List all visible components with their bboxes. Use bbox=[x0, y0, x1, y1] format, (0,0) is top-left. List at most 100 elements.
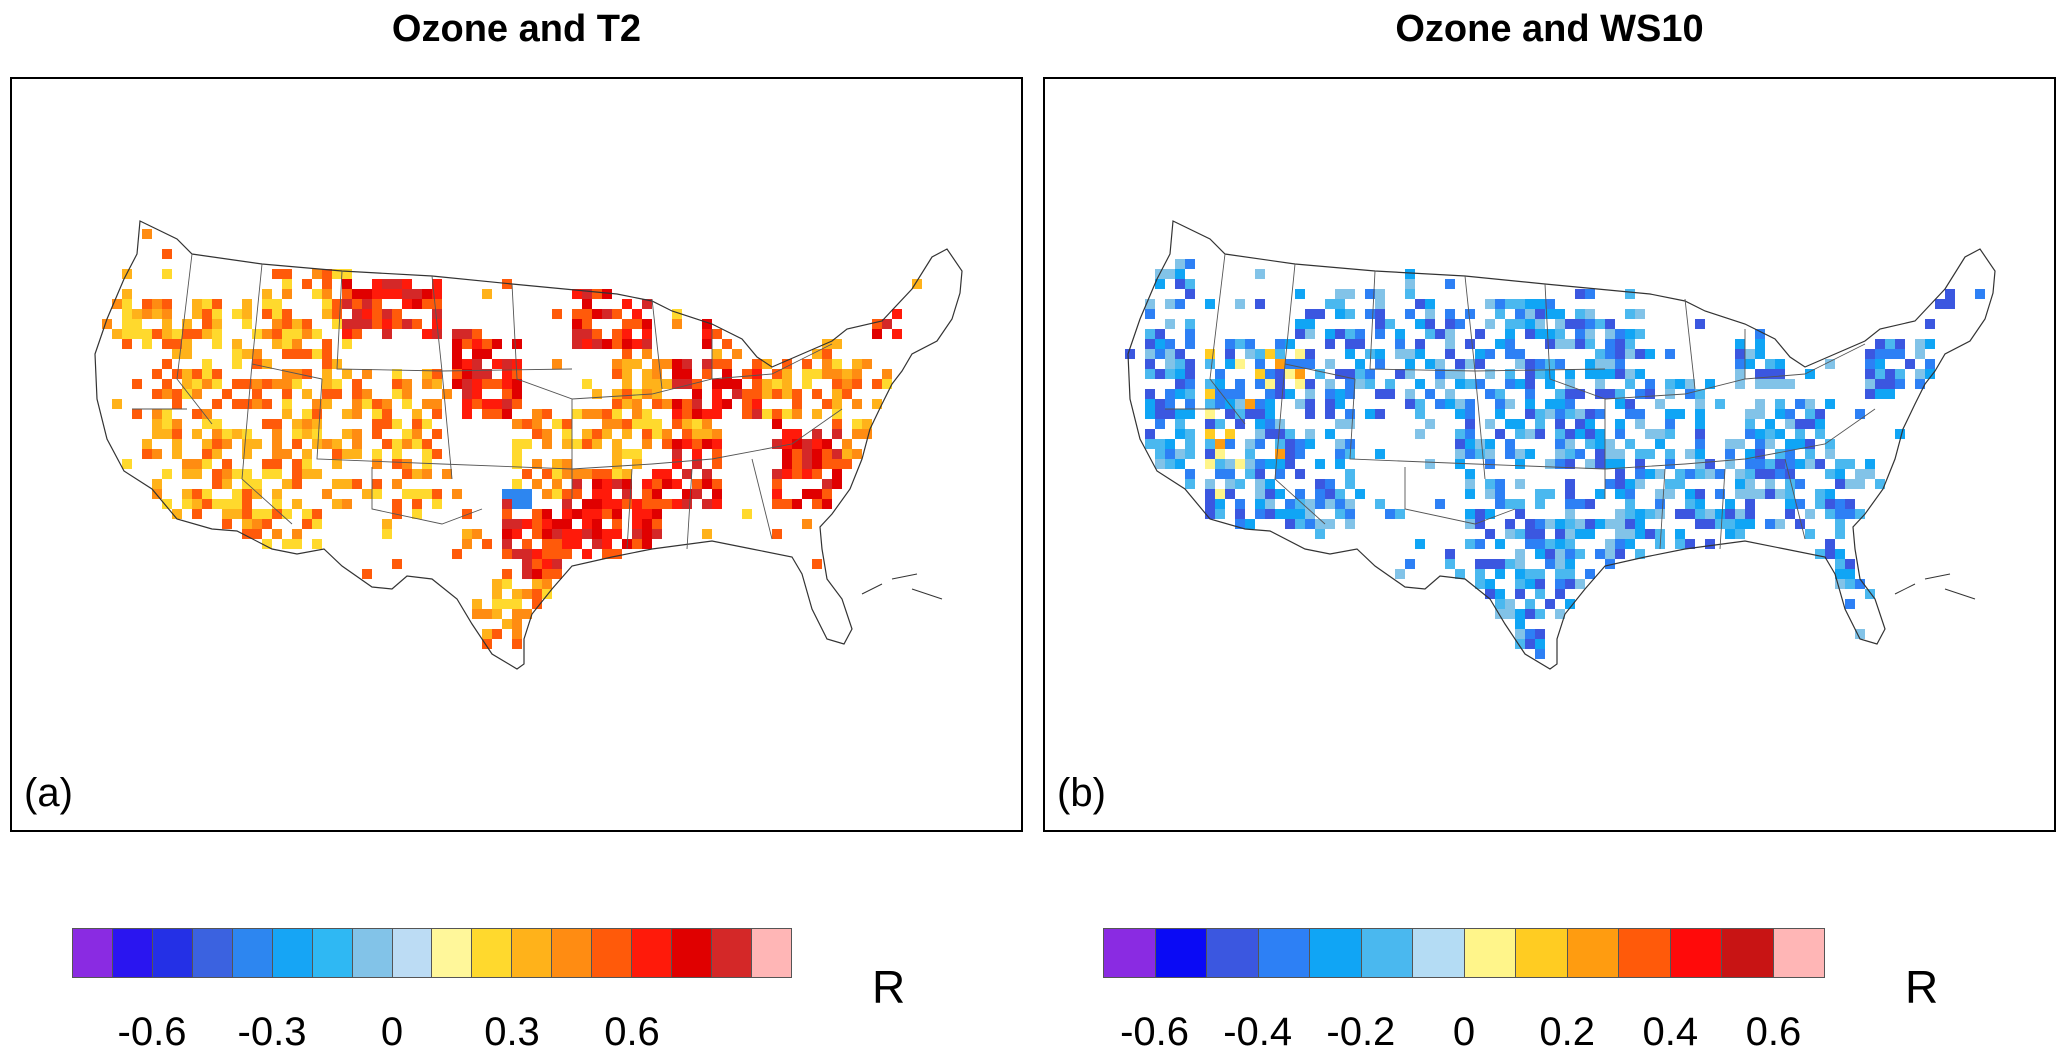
grid-cell bbox=[222, 499, 232, 509]
grid-cell bbox=[362, 489, 372, 499]
grid-cell bbox=[662, 479, 672, 489]
grid-cell bbox=[1585, 519, 1595, 529]
grid-cell bbox=[1675, 379, 1685, 389]
grid-cell bbox=[342, 279, 352, 289]
grid-cell bbox=[1435, 359, 1445, 369]
grid-cell bbox=[1175, 349, 1185, 359]
grid-cell bbox=[242, 469, 252, 479]
grid-cell bbox=[732, 349, 742, 359]
grid-cell bbox=[1815, 409, 1825, 419]
grid-cell bbox=[1835, 549, 1845, 559]
grid-cell bbox=[1305, 499, 1315, 509]
grid-cell bbox=[1145, 369, 1155, 379]
grid-cell bbox=[1565, 529, 1575, 539]
grid-cell bbox=[182, 469, 192, 479]
grid-cell bbox=[1265, 409, 1275, 419]
grid-cell bbox=[1405, 309, 1415, 319]
grid-cell bbox=[522, 489, 532, 499]
grid-cell bbox=[1615, 359, 1625, 369]
grid-cell bbox=[632, 499, 642, 509]
grid-cell bbox=[522, 569, 532, 579]
grid-cell bbox=[1815, 489, 1825, 499]
grid-cell bbox=[1585, 369, 1595, 379]
grid-cell bbox=[1795, 499, 1805, 509]
grid-cell bbox=[262, 539, 272, 549]
grid-cell bbox=[382, 529, 392, 539]
grid-cell bbox=[602, 469, 612, 479]
grid-cell bbox=[672, 449, 682, 459]
grid-cell bbox=[272, 449, 282, 459]
grid-cell bbox=[362, 319, 372, 329]
grid-cell bbox=[682, 419, 692, 429]
grid-cell bbox=[242, 439, 252, 449]
grid-cell bbox=[1625, 529, 1635, 539]
grid-cell bbox=[1175, 369, 1185, 379]
island-outline bbox=[911, 588, 943, 600]
grid-cell bbox=[342, 329, 352, 339]
grid-cell bbox=[162, 249, 172, 259]
grid-cell bbox=[1665, 389, 1675, 399]
grid-cell bbox=[422, 289, 432, 299]
grid-cell bbox=[1755, 429, 1765, 439]
grid-cell bbox=[542, 509, 552, 519]
grid-cell bbox=[1365, 289, 1375, 299]
grid-cell bbox=[1775, 429, 1785, 439]
grid-cell bbox=[372, 479, 382, 489]
grid-cell bbox=[1295, 489, 1305, 499]
grid-cell bbox=[292, 479, 302, 489]
grid-cell bbox=[1795, 429, 1805, 439]
grid-cell bbox=[1525, 539, 1535, 549]
grid-cell bbox=[1505, 559, 1515, 569]
grid-cell bbox=[512, 499, 522, 509]
grid-cell bbox=[1765, 489, 1775, 499]
grid-cell bbox=[252, 359, 262, 369]
grid-cell bbox=[1785, 449, 1795, 459]
grid-cell bbox=[582, 429, 592, 439]
grid-cell bbox=[712, 359, 722, 369]
grid-cell bbox=[1755, 449, 1765, 459]
grid-cell bbox=[1495, 339, 1505, 349]
grid-cell bbox=[1635, 309, 1645, 319]
grid-cell bbox=[652, 419, 662, 429]
grid-cell bbox=[752, 409, 762, 419]
grid-cell bbox=[1845, 479, 1855, 489]
grid-cell bbox=[1175, 299, 1185, 309]
grid-cell bbox=[1835, 579, 1845, 589]
grid-cell bbox=[572, 489, 582, 499]
grid-cell bbox=[252, 349, 262, 359]
grid-cell bbox=[1375, 499, 1385, 509]
grid-cell bbox=[1535, 329, 1545, 339]
grid-cell bbox=[1815, 549, 1825, 559]
grid-cell bbox=[242, 379, 252, 389]
grid-cell bbox=[1455, 359, 1465, 369]
grid-cell bbox=[522, 499, 532, 509]
grid-cell bbox=[352, 329, 362, 339]
grid-cell bbox=[1545, 549, 1555, 559]
grid-cell bbox=[222, 429, 232, 439]
grid-cell bbox=[272, 269, 282, 279]
grid-cell bbox=[522, 589, 532, 599]
grid-cell bbox=[252, 439, 262, 449]
grid-cell bbox=[1265, 479, 1275, 489]
grid-cell bbox=[1695, 459, 1705, 469]
state-border bbox=[1349, 378, 1476, 465]
grid-cell bbox=[242, 429, 252, 439]
grid-cell bbox=[872, 399, 882, 409]
grid-cell bbox=[452, 549, 462, 559]
grid-cell bbox=[832, 359, 842, 369]
grid-cell bbox=[1165, 319, 1175, 329]
grid-cell bbox=[832, 449, 842, 459]
grid-cell bbox=[1185, 449, 1195, 459]
grid-cell bbox=[1845, 569, 1855, 579]
grid-cell bbox=[222, 479, 232, 489]
grid-cell bbox=[542, 409, 552, 419]
grid-cell bbox=[1625, 379, 1635, 389]
grid-cell bbox=[252, 389, 262, 399]
grid-cell bbox=[1345, 389, 1355, 399]
grid-cell bbox=[772, 389, 782, 399]
grid-cell bbox=[322, 359, 332, 369]
grid-cell bbox=[1555, 439, 1565, 449]
grid-cell bbox=[1785, 469, 1795, 479]
grid-cell bbox=[1425, 299, 1435, 309]
grid-cell bbox=[1475, 379, 1485, 389]
